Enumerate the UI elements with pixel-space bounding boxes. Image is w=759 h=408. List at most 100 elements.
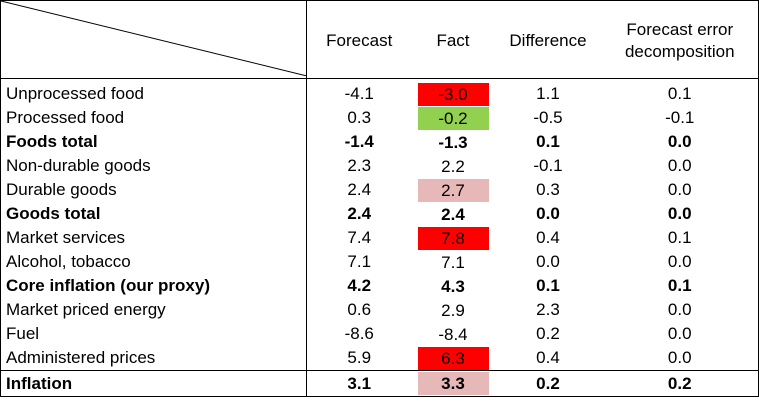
forecast-cell: 2.3 bbox=[347, 156, 372, 175]
fact-cell: 2.7 bbox=[412, 178, 495, 202]
fact-value: -1.3 bbox=[438, 132, 468, 152]
difference-cell: 0.1 bbox=[536, 132, 560, 151]
forecast-cell: -1.4 bbox=[344, 132, 374, 151]
decomposition-cell: 0.0 bbox=[601, 154, 759, 178]
fact-cell: 7.1 bbox=[412, 250, 495, 274]
row-label: Non-durable goods bbox=[0, 154, 307, 178]
table-row: Processed food 0.3 -0.2 -0.5 -0.1 bbox=[0, 106, 759, 130]
table-row: Market services 7.4 7.8 0.4 0.1 bbox=[0, 226, 759, 250]
fact-cell: 7.8 bbox=[412, 226, 495, 250]
row-label: Alcohol, tobacco bbox=[0, 250, 307, 274]
fact-cell: 6.3 bbox=[412, 346, 495, 371]
forecast-cell: -8.6 bbox=[344, 324, 374, 343]
table-row: Inflation 3.1 3.3 0.2 0.2 bbox=[0, 370, 759, 397]
row-label: Market priced energy bbox=[0, 298, 307, 322]
fact-value: 2.4 bbox=[441, 204, 465, 224]
fact-cell: -0.2 bbox=[412, 106, 495, 130]
row-label: Market services bbox=[0, 226, 307, 250]
fact-value: 4.3 bbox=[441, 276, 465, 296]
fact-value: -8.4 bbox=[438, 324, 468, 344]
decomposition-header-line1: Forecast error bbox=[626, 19, 734, 39]
fact-value: 7.1 bbox=[441, 252, 465, 272]
difference-cell: 0.3 bbox=[536, 180, 560, 199]
forecast-cell: 0.6 bbox=[347, 300, 372, 319]
decomposition-header: Forecast error decomposition bbox=[601, 0, 759, 79]
table-row: Alcohol, tobacco 7.1 7.1 0.0 0.0 bbox=[0, 250, 759, 274]
table-row: Non-durable goods 2.3 2.2 -0.1 0.0 bbox=[0, 154, 759, 178]
corner-header-cell bbox=[0, 0, 307, 79]
difference-cell: 0.4 bbox=[536, 348, 560, 367]
difference-cell: 0.2 bbox=[536, 324, 560, 343]
fact-cell: 2.2 bbox=[412, 154, 495, 178]
table-row: Administered prices 5.9 6.3 0.4 0.0 bbox=[0, 346, 759, 371]
row-label: Foods total bbox=[0, 130, 307, 154]
forecast-header: Forecast bbox=[306, 0, 412, 79]
fact-cell: -1.3 bbox=[412, 130, 495, 154]
table-row: Foods total -1.4 -1.3 0.1 0.0 bbox=[0, 130, 759, 154]
fact-value: -0.2 bbox=[417, 106, 489, 130]
row-label: Fuel bbox=[0, 322, 307, 346]
row-label: Durable goods bbox=[0, 178, 307, 202]
fact-cell: 3.3 bbox=[411, 370, 495, 397]
forecast-cell: 2.4 bbox=[347, 204, 372, 223]
decomposition-cell: 0.1 bbox=[601, 226, 759, 250]
forecast-cell: 4.2 bbox=[347, 276, 372, 295]
row-label: Administered prices bbox=[0, 346, 307, 371]
forecast-cell: 0.3 bbox=[347, 108, 372, 127]
difference-cell: 1.1 bbox=[536, 84, 560, 103]
forecast-cell: 2.4 bbox=[347, 180, 372, 199]
fact-value: -3.0 bbox=[417, 82, 489, 106]
header-row: Forecast Fact Difference Forecast error … bbox=[0, 0, 759, 79]
row-label: Processed food bbox=[0, 106, 307, 130]
decomposition-cell: 0.0 bbox=[601, 130, 759, 154]
fact-value: 2.9 bbox=[441, 300, 465, 320]
difference-header: Difference bbox=[494, 0, 602, 79]
decomposition-cell: 0.0 bbox=[601, 322, 759, 346]
table-body: Unprocessed food -4.1 -3.0 1.1 0.1 Processed … bbox=[0, 78, 759, 397]
decomposition-cell: 0.2 bbox=[601, 370, 759, 397]
fact-value: 7.8 bbox=[417, 226, 489, 250]
diagonal-line bbox=[1, 1, 307, 76]
decomposition-header-line2: decomposition bbox=[624, 41, 735, 61]
row-label: Inflation bbox=[0, 370, 307, 397]
fact-value: 2.7 bbox=[417, 178, 489, 202]
fact-cell: 4.3 bbox=[412, 274, 495, 298]
row-label: Goods total bbox=[0, 202, 307, 226]
forecast-error-table: Forecast Fact Difference Forecast error … bbox=[0, 0, 759, 397]
forecast-cell: -4.1 bbox=[344, 84, 374, 103]
difference-cell: 0.2 bbox=[494, 370, 602, 397]
fact-value: 2.2 bbox=[441, 156, 465, 176]
fact-value: 3.3 bbox=[417, 372, 489, 395]
table-row: Goods total 2.4 2.4 0.0 0.0 bbox=[0, 202, 759, 226]
difference-cell: -0.5 bbox=[533, 108, 563, 127]
table-row: Durable goods 2.4 2.7 0.3 0.0 bbox=[0, 178, 759, 202]
forecast-cell: 3.1 bbox=[306, 370, 412, 397]
row-label: Core inflation (our proxy) bbox=[0, 274, 307, 298]
difference-cell: 0.0 bbox=[536, 252, 560, 271]
forecast-cell: 7.4 bbox=[347, 228, 372, 247]
table-row: Core inflation (our proxy) 4.2 4.3 0.1 0.1 bbox=[0, 274, 759, 298]
fact-header: Fact bbox=[411, 0, 495, 79]
fact-cell: -3.0 bbox=[412, 79, 495, 107]
difference-cell: 0.1 bbox=[536, 276, 560, 295]
difference-cell: 2.3 bbox=[536, 300, 560, 319]
forecast-cell: 5.9 bbox=[347, 348, 372, 367]
decomposition-cell: 0.0 bbox=[601, 250, 759, 274]
table-row: Unprocessed food -4.1 -3.0 1.1 0.1 bbox=[0, 78, 759, 107]
difference-cell: -0.1 bbox=[533, 156, 563, 175]
decomposition-cell: 0.0 bbox=[601, 298, 759, 322]
fact-cell: 2.9 bbox=[412, 298, 495, 322]
forecast-cell: 7.1 bbox=[347, 252, 372, 271]
decomposition-cell: 0.0 bbox=[601, 346, 759, 371]
decomposition-cell: 0.0 bbox=[601, 178, 759, 202]
fact-value: 6.3 bbox=[417, 346, 489, 370]
fact-cell: 2.4 bbox=[412, 202, 495, 226]
decomposition-cell: 0.1 bbox=[601, 274, 759, 298]
decomposition-cell: 0.1 bbox=[601, 78, 759, 106]
difference-cell: 0.0 bbox=[536, 204, 560, 223]
fact-cell: -8.4 bbox=[412, 322, 495, 346]
decomposition-cell: 0.0 bbox=[601, 202, 759, 226]
decomposition-cell: -0.1 bbox=[601, 106, 759, 130]
difference-cell: 0.4 bbox=[536, 228, 560, 247]
table-row: Fuel -8.6 -8.4 0.2 0.0 bbox=[0, 322, 759, 346]
